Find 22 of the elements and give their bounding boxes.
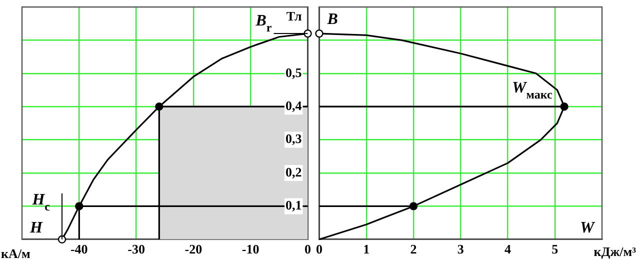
y-tick-label: 0,3	[286, 131, 302, 146]
x-tick-label: 5	[552, 242, 559, 257]
annotation: B	[326, 11, 338, 28]
x-axis-title: кДж/м³	[594, 244, 636, 259]
x-tick-label: -30	[128, 242, 145, 257]
x-tick-label: -10	[242, 242, 260, 257]
x-tick-label: 0	[304, 242, 311, 257]
y-tick-label: 0,2	[286, 164, 302, 180]
x-tick-label: 3	[457, 242, 464, 257]
annotation: W	[580, 219, 596, 236]
x-tick-label: -20	[184, 242, 202, 257]
y-tick-label: 0,1	[286, 198, 302, 213]
y-tick-label: 0,4	[286, 98, 302, 113]
x-tick-label: 4	[504, 242, 512, 257]
y-axis-title: Тл	[286, 8, 302, 24]
annotation: H	[29, 219, 43, 236]
y-tick-label: 0,5	[286, 64, 302, 80]
x-tick-label: 0	[316, 242, 322, 257]
x-tick-label: 1	[363, 242, 370, 257]
x-tick-label: 2	[410, 242, 417, 257]
x-axis-title: кА/м	[1, 246, 30, 261]
x-tick-label: -40	[70, 242, 88, 257]
